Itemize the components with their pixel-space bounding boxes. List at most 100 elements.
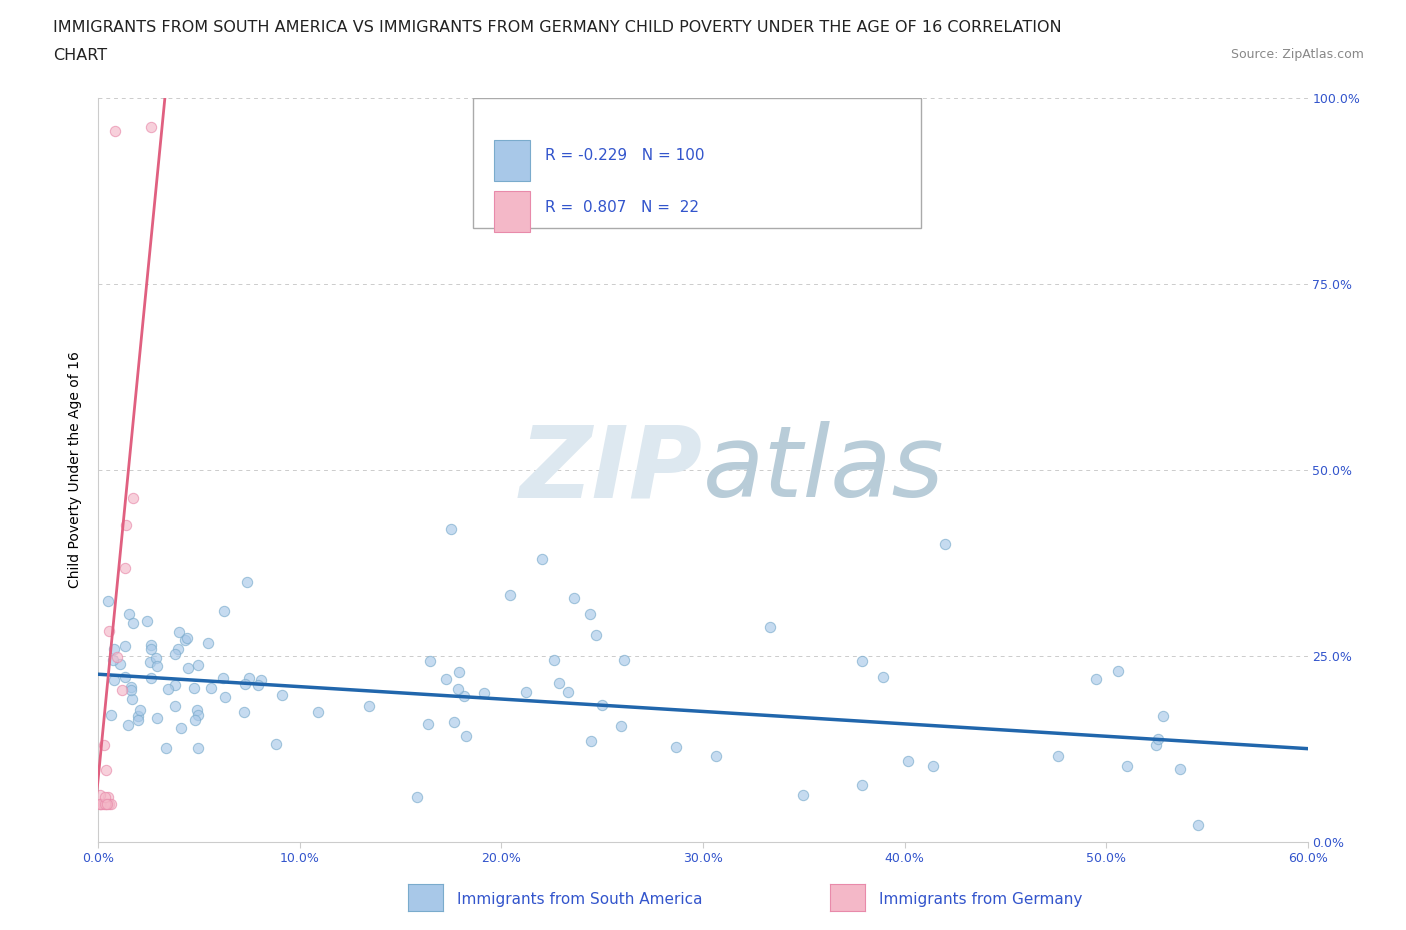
Point <box>792 788 814 803</box>
Point <box>163 698 186 713</box>
Point <box>250 672 273 687</box>
Point <box>90 797 112 812</box>
Point <box>89 788 111 803</box>
Point <box>548 676 571 691</box>
Point <box>934 537 956 551</box>
Point <box>585 627 607 642</box>
Point <box>114 638 136 653</box>
Text: R = -0.229   N = 100: R = -0.229 N = 100 <box>544 148 704 163</box>
Point <box>97 790 120 804</box>
Point <box>1107 664 1129 679</box>
Point <box>921 759 943 774</box>
Point <box>146 711 169 725</box>
Point <box>704 749 727 764</box>
Point <box>139 637 162 652</box>
Bar <box>494 140 530 180</box>
Text: R =  0.807   N =  22: R = 0.807 N = 22 <box>544 200 699 215</box>
Point <box>897 754 920 769</box>
Point <box>145 650 167 665</box>
Text: IMMIGRANTS FROM SOUTH AMERICA VS IMMIGRANTS FROM GERMANY CHILD POVERTY UNDER THE: IMMIGRANTS FROM SOUTH AMERICA VS IMMIGRA… <box>53 20 1062 35</box>
Text: CHART: CHART <box>53 48 107 63</box>
Text: Immigrants from South America: Immigrants from South America <box>457 892 703 907</box>
Point <box>91 797 114 812</box>
Point <box>406 790 429 804</box>
Point <box>110 657 132 671</box>
Point <box>419 654 441 669</box>
Point <box>610 718 633 733</box>
Point <box>562 591 585 605</box>
Point <box>578 606 600 621</box>
Point <box>103 653 125 668</box>
Point <box>1144 737 1167 752</box>
Point <box>139 655 162 670</box>
Point <box>211 671 233 685</box>
Point <box>135 614 157 629</box>
Point <box>434 671 457 686</box>
Point <box>214 689 236 704</box>
Point <box>93 737 115 752</box>
Point <box>665 739 688 754</box>
Point <box>543 653 565 668</box>
Point <box>236 575 259 590</box>
Point <box>105 650 128 665</box>
Point <box>357 699 380 714</box>
Point <box>89 797 111 812</box>
Point <box>264 737 287 751</box>
Point <box>447 682 470 697</box>
Point <box>114 517 136 532</box>
Point <box>1187 817 1209 832</box>
Point <box>183 681 205 696</box>
Point <box>1152 709 1174 724</box>
Point <box>1147 732 1170 747</box>
Point <box>443 714 465 729</box>
Point <box>530 551 553 566</box>
Text: Immigrants from Germany: Immigrants from Germany <box>879 892 1083 907</box>
Point <box>139 671 162 686</box>
Point <box>176 660 198 675</box>
Point <box>499 588 522 603</box>
Point <box>579 734 602 749</box>
Text: Source: ZipAtlas.com: Source: ZipAtlas.com <box>1230 48 1364 61</box>
Point <box>238 671 260 685</box>
Point <box>121 692 143 707</box>
Point <box>96 797 118 812</box>
Point <box>103 673 125 688</box>
Point <box>100 708 122 723</box>
Bar <box>494 192 530 232</box>
Point <box>145 658 167 673</box>
Point <box>103 642 125 657</box>
Point <box>163 678 186 693</box>
Point <box>1115 759 1137 774</box>
Point <box>155 741 177 756</box>
Point <box>98 624 121 639</box>
Text: atlas: atlas <box>703 421 945 518</box>
Point <box>139 120 162 135</box>
Point <box>122 490 145 505</box>
Point <box>127 712 149 727</box>
Point <box>200 681 222 696</box>
Point <box>184 712 207 727</box>
Point <box>1168 762 1191 777</box>
Text: ZIP: ZIP <box>520 421 703 518</box>
Point <box>613 653 636 668</box>
Point <box>114 670 136 684</box>
Point <box>120 683 142 698</box>
Point <box>122 616 145 631</box>
Point <box>851 654 873 669</box>
Point <box>127 709 149 724</box>
Point <box>472 685 495 700</box>
Point <box>94 763 117 777</box>
Point <box>557 684 579 699</box>
Point <box>103 124 125 139</box>
Point <box>872 669 894 684</box>
Point <box>96 797 118 812</box>
Point <box>1046 749 1069 764</box>
Point <box>139 642 162 657</box>
Point <box>307 705 329 720</box>
Point <box>94 790 117 804</box>
Y-axis label: Child Poverty Under the Age of 16: Child Poverty Under the Age of 16 <box>69 352 83 588</box>
Point <box>456 728 478 743</box>
Point <box>128 702 150 717</box>
Point <box>449 665 471 680</box>
Point <box>170 721 193 736</box>
